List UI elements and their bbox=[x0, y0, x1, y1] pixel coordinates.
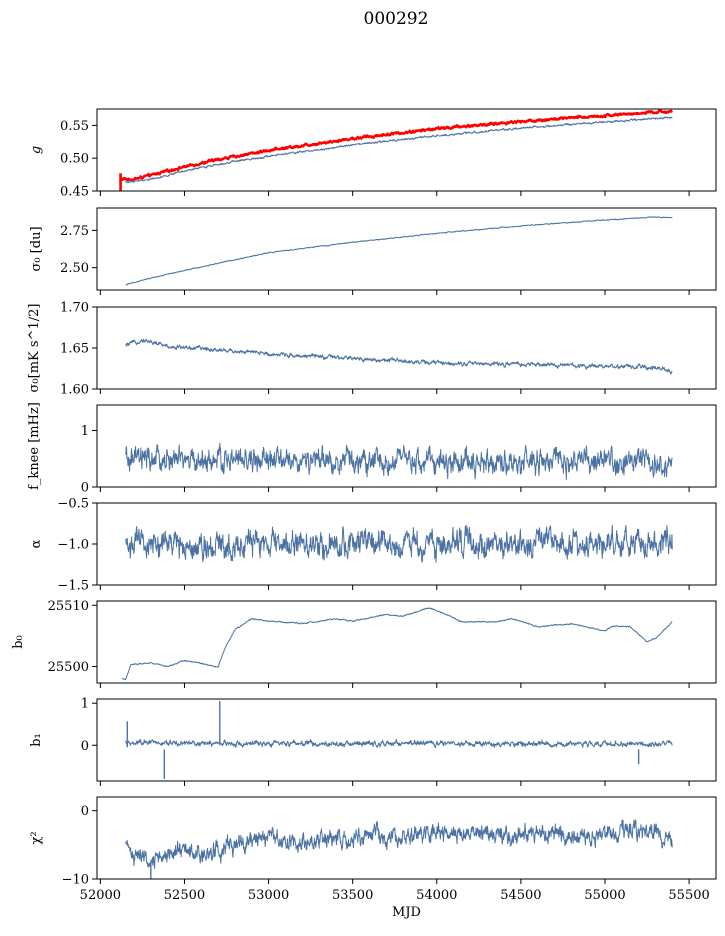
y-tick-label: 1 bbox=[81, 424, 89, 439]
plot-area bbox=[125, 524, 673, 563]
axes-frame bbox=[96, 698, 717, 782]
y-tick-label: 0.50 bbox=[60, 152, 89, 167]
x-tick-label: 52500 bbox=[164, 888, 205, 903]
panel-fknee: 0 1 f_knee [mHz] bbox=[27, 402, 717, 496]
y-tick-label: 2.75 bbox=[60, 224, 89, 239]
y-axis-label: b₁ bbox=[29, 733, 44, 747]
y-tick-label: 0.55 bbox=[60, 119, 89, 134]
y-tick-label: 1.65 bbox=[60, 342, 89, 357]
y-tick-label: 2.50 bbox=[60, 261, 89, 276]
x-tick-label: 53000 bbox=[248, 888, 289, 903]
series-line-gain bbox=[125, 116, 673, 184]
axes-frame bbox=[96, 207, 717, 291]
y-axis-label: f_knee [mHz] bbox=[27, 402, 42, 490]
y-tick-label: 0 bbox=[81, 804, 89, 819]
panel-alpha: −1.5 −1.0 −0.5 α bbox=[29, 497, 717, 594]
y-tick-label: −10 bbox=[62, 873, 89, 888]
x-tick-label: 53500 bbox=[332, 888, 373, 903]
panel-chi2: −10 0 χ² 52000 52500 53000 53500 54000 54500 5500… bbox=[29, 796, 717, 920]
y-tick-label: 0 bbox=[81, 739, 89, 754]
y-axis-label: σ₀ [du] bbox=[29, 226, 44, 271]
y-axis-label: α bbox=[29, 539, 44, 548]
y-axis-label: b₀ bbox=[11, 635, 26, 649]
plot-area bbox=[125, 701, 673, 779]
x-tick-label: 52000 bbox=[80, 888, 121, 903]
series-line-chi2 bbox=[125, 819, 673, 869]
y-tick-label: 25500 bbox=[48, 660, 89, 675]
axes-frame bbox=[96, 404, 717, 488]
panel-sigma0_du: 2.50 2.75 σ₀ [du] bbox=[29, 207, 717, 295]
figure-title: 000292 bbox=[364, 9, 429, 29]
series-line-fknee bbox=[125, 442, 673, 480]
y-tick-label: −1.0 bbox=[57, 538, 89, 553]
y-tick-label: 25510 bbox=[48, 599, 89, 614]
plot-area bbox=[125, 819, 673, 879]
plot-area bbox=[125, 338, 673, 375]
x-tick-label: 55000 bbox=[584, 888, 625, 903]
plot-area bbox=[119, 109, 674, 191]
y-tick-label: −0.5 bbox=[57, 497, 89, 512]
series-line-b0 bbox=[122, 607, 673, 681]
axes-frame bbox=[96, 600, 717, 684]
y-tick-label: 1.70 bbox=[60, 301, 89, 316]
panels: 0.45 0.50 0.55 g 2.50 2.75 σ₀ [du] 1.60 1.65 1.70… bbox=[11, 108, 717, 920]
x-tick-label: 54000 bbox=[416, 888, 457, 903]
y-tick-label: 1.60 bbox=[60, 383, 89, 398]
y-tick-label: −1.5 bbox=[57, 579, 89, 594]
y-tick-label: 1 bbox=[81, 697, 89, 712]
y-tick-label: 0.45 bbox=[60, 185, 89, 200]
panel-b0: 25500 25510 b₀ bbox=[11, 599, 717, 688]
y-axis-label: g bbox=[29, 146, 44, 154]
series-line-sigma0-du bbox=[125, 216, 673, 286]
x-tick-label: 54500 bbox=[500, 888, 541, 903]
axes-frame bbox=[96, 108, 717, 192]
y-axis-label: χ² bbox=[29, 831, 44, 844]
panel-sigma0_mk: 1.60 1.65 1.70 σ₀[mK s^1/2] bbox=[27, 301, 717, 398]
x-tick-label: 55500 bbox=[668, 888, 709, 903]
y-tick-label: 0 bbox=[81, 481, 89, 496]
plot-area bbox=[125, 442, 673, 480]
plot-area bbox=[125, 216, 673, 286]
series-line-alpha bbox=[125, 524, 673, 563]
axes-frame bbox=[96, 796, 717, 880]
y-axis-label: σ₀[mK s^1/2] bbox=[27, 304, 42, 393]
panel-g: 0.45 0.50 0.55 g bbox=[29, 108, 717, 200]
series-line-gain-(smoothed) bbox=[119, 109, 674, 182]
x-axis-label: MJD bbox=[392, 905, 421, 920]
series-line-sigma0-mK bbox=[125, 338, 673, 375]
panel-b1: 0 1 b₁ bbox=[29, 697, 717, 786]
plot-area bbox=[122, 607, 673, 681]
series-line-b1 bbox=[125, 738, 673, 749]
